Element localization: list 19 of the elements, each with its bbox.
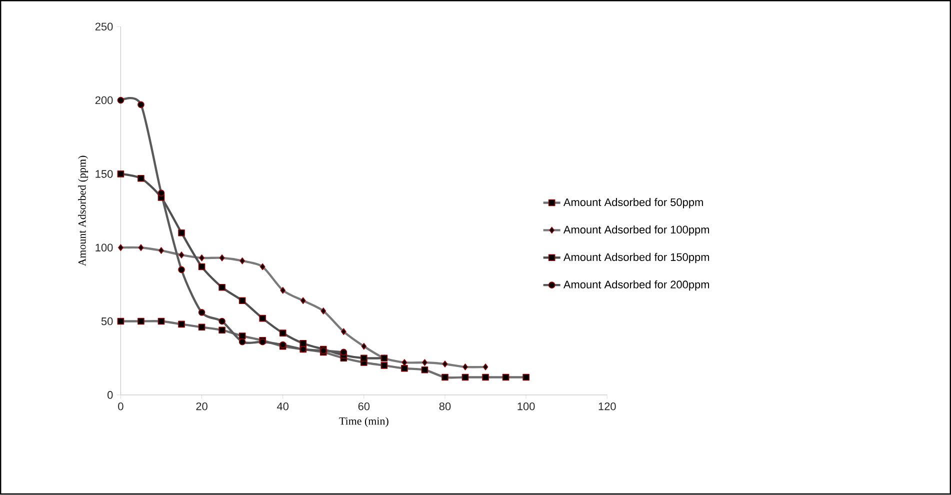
y-tick-label: 100 (96, 244, 113, 252)
legend-label: Amount Adsorbed for 50ppm (563, 198, 703, 208)
x-tick-label: 100 (518, 402, 535, 410)
legend-label: Amount Adsorbed for 100ppm (563, 226, 710, 236)
x-tick-label: 40 (276, 402, 289, 410)
x-axis-title: Time (min) (339, 417, 388, 428)
y-tick-label: 200 (95, 96, 113, 104)
x-tick-label: 60 (358, 402, 370, 410)
x-tick-label: 0 (118, 402, 124, 410)
x-tick-label: 120 (598, 402, 616, 410)
y-tick-label: 0 (108, 391, 113, 399)
y-axis-title: Amount Adsorbed (ppm) (78, 156, 88, 266)
legend-label: Amount Adsorbed for 200ppm (563, 280, 710, 291)
y-tick-label: 50 (101, 318, 113, 326)
x-tick-label: 80 (439, 402, 451, 410)
x-tick-label: 20 (196, 402, 208, 410)
y-tick-label: 150 (96, 170, 113, 178)
legend-label: Amount Adsorbed for 150ppm (563, 253, 710, 264)
y-tick-label: 250 (95, 22, 113, 31)
